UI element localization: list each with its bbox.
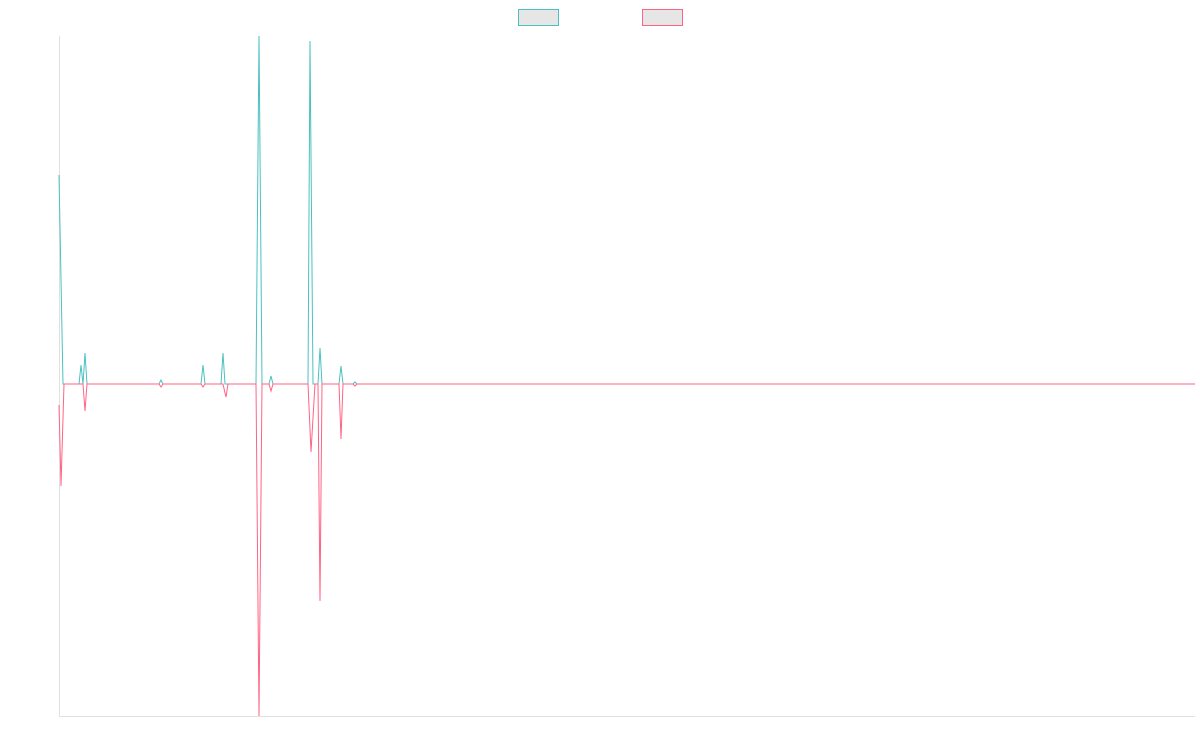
legend-box	[518, 9, 559, 26]
series-line	[58, 35, 1195, 385]
legend-box	[642, 9, 683, 26]
series-line	[58, 383, 1195, 717]
